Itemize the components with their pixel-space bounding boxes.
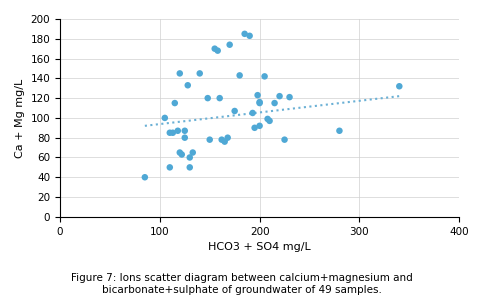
Point	[266, 119, 273, 123]
Point	[271, 101, 278, 106]
Point	[251, 125, 258, 130]
Point	[276, 94, 284, 99]
Point	[178, 152, 186, 157]
Text: Figure 7: Ions scatter diagram between calcium+magnesium and
bicarbonate+sulphat: Figure 7: Ions scatter diagram between c…	[71, 273, 413, 295]
Point	[196, 71, 204, 76]
Point	[241, 31, 248, 36]
Point	[246, 33, 254, 38]
Point	[204, 96, 212, 101]
Point	[256, 100, 263, 105]
Point	[335, 128, 343, 133]
Point	[166, 165, 174, 170]
Point	[174, 128, 182, 133]
Point	[206, 137, 213, 142]
Point	[184, 83, 192, 88]
Point	[141, 175, 149, 180]
Point	[249, 111, 257, 115]
Point	[218, 137, 226, 142]
Point	[395, 84, 403, 89]
Point	[226, 42, 234, 47]
Point	[261, 74, 269, 79]
Point	[161, 115, 169, 120]
Point	[214, 48, 222, 53]
Point	[256, 101, 263, 106]
Point	[189, 150, 197, 155]
Point	[236, 73, 243, 78]
Point	[176, 71, 183, 76]
Point	[254, 93, 261, 98]
X-axis label: HCO3 + SO4 mg/L: HCO3 + SO4 mg/L	[208, 242, 311, 252]
Point	[181, 135, 189, 140]
Point	[186, 165, 194, 170]
Point	[231, 109, 239, 114]
Point	[221, 139, 228, 144]
Point	[171, 101, 179, 106]
Point	[286, 95, 293, 99]
Point	[281, 137, 288, 142]
Point	[216, 96, 224, 101]
Point	[181, 128, 189, 133]
Point	[256, 123, 263, 128]
Point	[166, 130, 174, 135]
Point	[169, 130, 177, 135]
Y-axis label: Ca + Mg mg/L: Ca + Mg mg/L	[15, 78, 25, 157]
Point	[176, 150, 183, 155]
Point	[211, 46, 219, 51]
Point	[186, 155, 194, 160]
Point	[224, 135, 231, 140]
Point	[264, 116, 272, 121]
